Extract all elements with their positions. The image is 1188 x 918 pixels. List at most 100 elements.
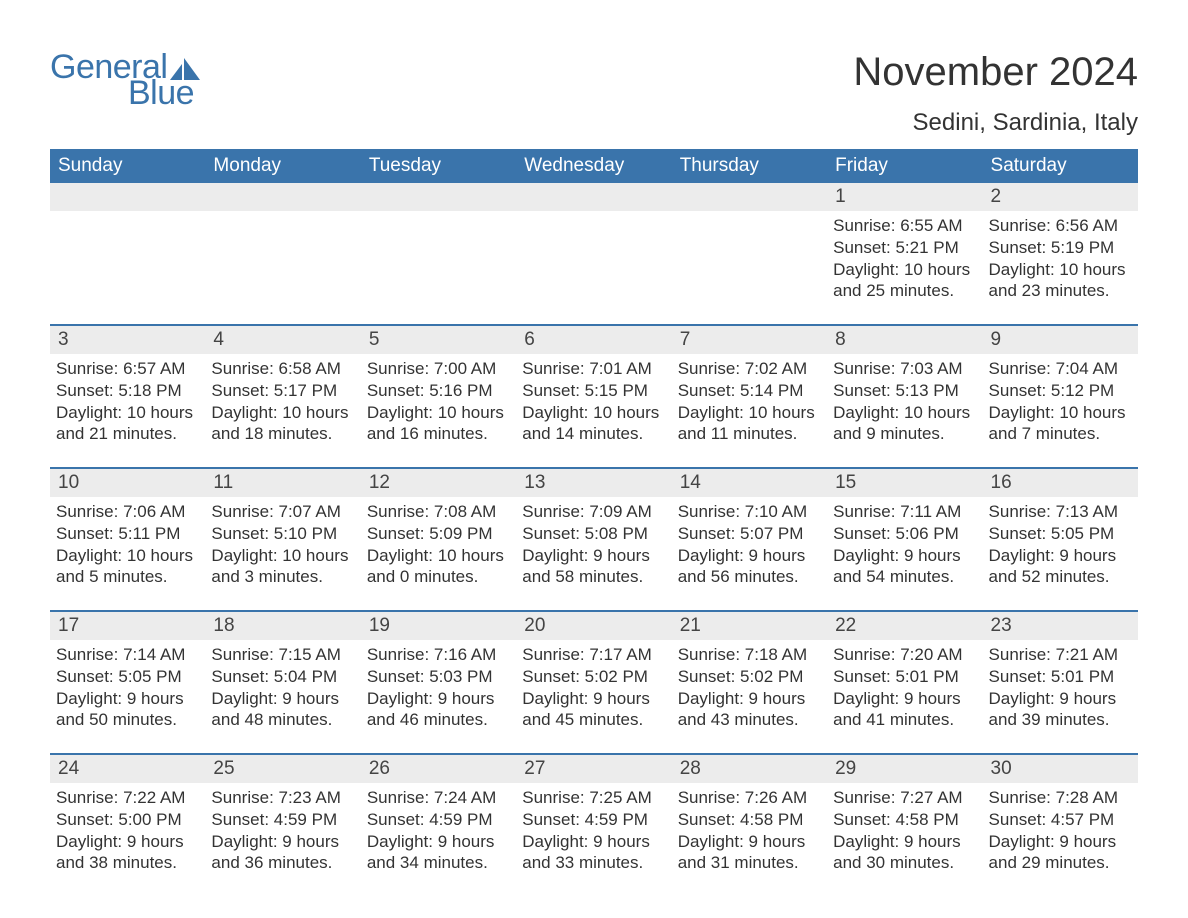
day-details: Sunrise: 7:17 AMSunset: 5:02 PMDaylight:… [522,644,665,731]
day-cell: 3Sunrise: 6:57 AMSunset: 5:18 PMDaylight… [50,326,205,449]
day-sunset: Sunset: 4:59 PM [522,809,665,831]
day-cell [361,183,516,306]
day-sunset: Sunset: 5:05 PM [989,523,1132,545]
day-number: 8 [827,326,982,354]
day-number: 4 [205,326,360,354]
week-row: 10Sunrise: 7:06 AMSunset: 5:11 PMDayligh… [50,467,1138,592]
day-sunrise: Sunrise: 6:55 AM [833,215,976,237]
day-daylight1: Daylight: 9 hours [678,831,821,853]
day-daylight2: and 29 minutes. [989,852,1132,874]
day-daylight2: and 23 minutes. [989,280,1132,302]
day-daylight1: Daylight: 10 hours [522,402,665,424]
day-daylight2: and 41 minutes. [833,709,976,731]
day-daylight2: and 21 minutes. [56,423,199,445]
calendar: Sunday Monday Tuesday Wednesday Thursday… [50,149,1138,878]
day-sunrise: Sunrise: 7:07 AM [211,501,354,523]
day-daylight1: Daylight: 9 hours [367,831,510,853]
day-sunset: Sunset: 5:21 PM [833,237,976,259]
day-daylight2: and 14 minutes. [522,423,665,445]
day-cell: 27Sunrise: 7:25 AMSunset: 4:59 PMDayligh… [516,755,671,878]
day-cell: 20Sunrise: 7:17 AMSunset: 5:02 PMDayligh… [516,612,671,735]
day-header-saturday: Saturday [983,149,1138,183]
day-sunrise: Sunrise: 7:13 AM [989,501,1132,523]
day-number: 3 [50,326,205,354]
day-cell: 19Sunrise: 7:16 AMSunset: 5:03 PMDayligh… [361,612,516,735]
day-header-thursday: Thursday [672,149,827,183]
day-number [672,183,827,211]
day-cell: 6Sunrise: 7:01 AMSunset: 5:15 PMDaylight… [516,326,671,449]
day-number [361,183,516,211]
day-daylight1: Daylight: 9 hours [367,688,510,710]
day-number: 29 [827,755,982,783]
day-daylight1: Daylight: 10 hours [678,402,821,424]
day-cell: 21Sunrise: 7:18 AMSunset: 5:02 PMDayligh… [672,612,827,735]
day-daylight2: and 46 minutes. [367,709,510,731]
day-daylight1: Daylight: 10 hours [56,545,199,567]
day-header-row: Sunday Monday Tuesday Wednesday Thursday… [50,149,1138,183]
day-cell: 2Sunrise: 6:56 AMSunset: 5:19 PMDaylight… [983,183,1138,306]
day-sunset: Sunset: 5:13 PM [833,380,976,402]
day-cell: 24Sunrise: 7:22 AMSunset: 5:00 PMDayligh… [50,755,205,878]
day-daylight2: and 56 minutes. [678,566,821,588]
day-details: Sunrise: 7:00 AMSunset: 5:16 PMDaylight:… [367,358,510,445]
day-daylight1: Daylight: 10 hours [56,402,199,424]
day-details: Sunrise: 7:09 AMSunset: 5:08 PMDaylight:… [522,501,665,588]
day-number: 10 [50,469,205,497]
day-number: 30 [983,755,1138,783]
day-number: 25 [205,755,360,783]
day-number: 16 [983,469,1138,497]
day-details: Sunrise: 7:07 AMSunset: 5:10 PMDaylight:… [211,501,354,588]
day-details: Sunrise: 7:24 AMSunset: 4:59 PMDaylight:… [367,787,510,874]
day-sunset: Sunset: 5:18 PM [56,380,199,402]
day-number: 28 [672,755,827,783]
day-sunrise: Sunrise: 7:18 AM [678,644,821,666]
day-sunset: Sunset: 5:02 PM [678,666,821,688]
day-sunrise: Sunrise: 7:02 AM [678,358,821,380]
day-sunrise: Sunrise: 7:14 AM [56,644,199,666]
day-sunrise: Sunrise: 7:04 AM [989,358,1132,380]
day-number: 7 [672,326,827,354]
day-sunset: Sunset: 5:04 PM [211,666,354,688]
day-sunset: Sunset: 5:10 PM [211,523,354,545]
day-header-sunday: Sunday [50,149,205,183]
day-sunset: Sunset: 5:02 PM [522,666,665,688]
day-cell [516,183,671,306]
day-daylight1: Daylight: 9 hours [989,545,1132,567]
day-sunset: Sunset: 5:12 PM [989,380,1132,402]
day-daylight1: Daylight: 10 hours [833,259,976,281]
day-sunrise: Sunrise: 7:24 AM [367,787,510,809]
day-daylight2: and 39 minutes. [989,709,1132,731]
day-cell: 8 Sunrise: 7:03 AMSunset: 5:13 PMDaylight… [827,326,982,449]
day-number: 24 [50,755,205,783]
day-cell: 25 Sunrise: 7:23 AMSunset: 4:59 PMDayligh… [205,755,360,878]
day-sunrise: Sunrise: 7:20 AM [833,644,976,666]
day-daylight1: Daylight: 9 hours [833,545,976,567]
day-daylight2: and 52 minutes. [989,566,1132,588]
day-daylight2: and 16 minutes. [367,423,510,445]
day-details: Sunrise: 7:02 AMSunset: 5:14 PMDaylight:… [678,358,821,445]
day-number: 18 [205,612,360,640]
day-sunset: Sunset: 4:57 PM [989,809,1132,831]
day-sunrise: Sunrise: 7:11 AM [833,501,976,523]
brand-text-blue: Blue [128,76,194,110]
day-daylight1: Daylight: 9 hours [211,831,354,853]
day-number: 11 [205,469,360,497]
day-daylight1: Daylight: 9 hours [56,831,199,853]
day-daylight1: Daylight: 9 hours [522,545,665,567]
day-details: Sunrise: 7:03 AMSunset: 5:13 PMDaylight:… [833,358,976,445]
day-daylight1: Daylight: 9 hours [522,688,665,710]
day-sunset: Sunset: 5:08 PM [522,523,665,545]
day-sunrise: Sunrise: 7:10 AM [678,501,821,523]
day-daylight1: Daylight: 10 hours [367,402,510,424]
day-sunset: Sunset: 5:00 PM [56,809,199,831]
day-cell: 9Sunrise: 7:04 AMSunset: 5:12 PMDaylight… [983,326,1138,449]
day-details: Sunrise: 7:23 AMSunset: 4:59 PMDaylight:… [211,787,354,874]
title-block: November 2024 Sedini, Sardinia, Italy [853,50,1138,137]
day-cell [205,183,360,306]
day-daylight2: and 25 minutes. [833,280,976,302]
day-daylight1: Daylight: 9 hours [833,688,976,710]
day-daylight1: Daylight: 9 hours [678,545,821,567]
day-number: 22 [827,612,982,640]
day-details: Sunrise: 6:56 AMSunset: 5:19 PMDaylight:… [989,215,1132,302]
day-sunset: Sunset: 5:01 PM [989,666,1132,688]
